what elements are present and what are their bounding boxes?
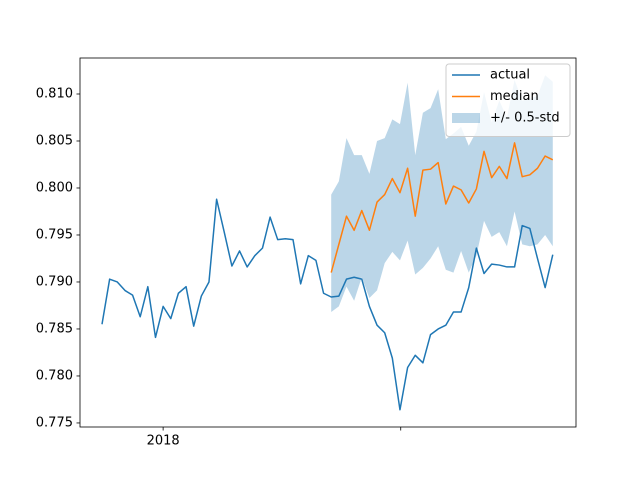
legend-label: median — [490, 89, 539, 104]
x-tick-label: 2018 — [147, 434, 180, 449]
y-tick-label: 0.810 — [36, 86, 73, 101]
legend-box — [445, 63, 571, 137]
y-tick-label: 0.790 — [36, 274, 73, 289]
series-line — [330, 142, 554, 273]
y-tick-label: 0.805 — [36, 133, 73, 148]
y-tick-label: 0.795 — [36, 227, 73, 242]
y-tick-label: 0.775 — [36, 415, 73, 430]
legend-swatch — [452, 113, 480, 123]
series-line — [101, 198, 554, 411]
legend-label: +/- 0.5-std — [490, 111, 560, 126]
y-tick-label: 0.800 — [36, 180, 73, 195]
legend: actual median +/- 0.5-std — [445, 63, 571, 137]
axes-frame — [79, 57, 577, 428]
legend-label: actual — [490, 68, 530, 83]
y-tick-label: 0.780 — [36, 368, 73, 383]
y-tick-label: 0.785 — [36, 321, 73, 336]
